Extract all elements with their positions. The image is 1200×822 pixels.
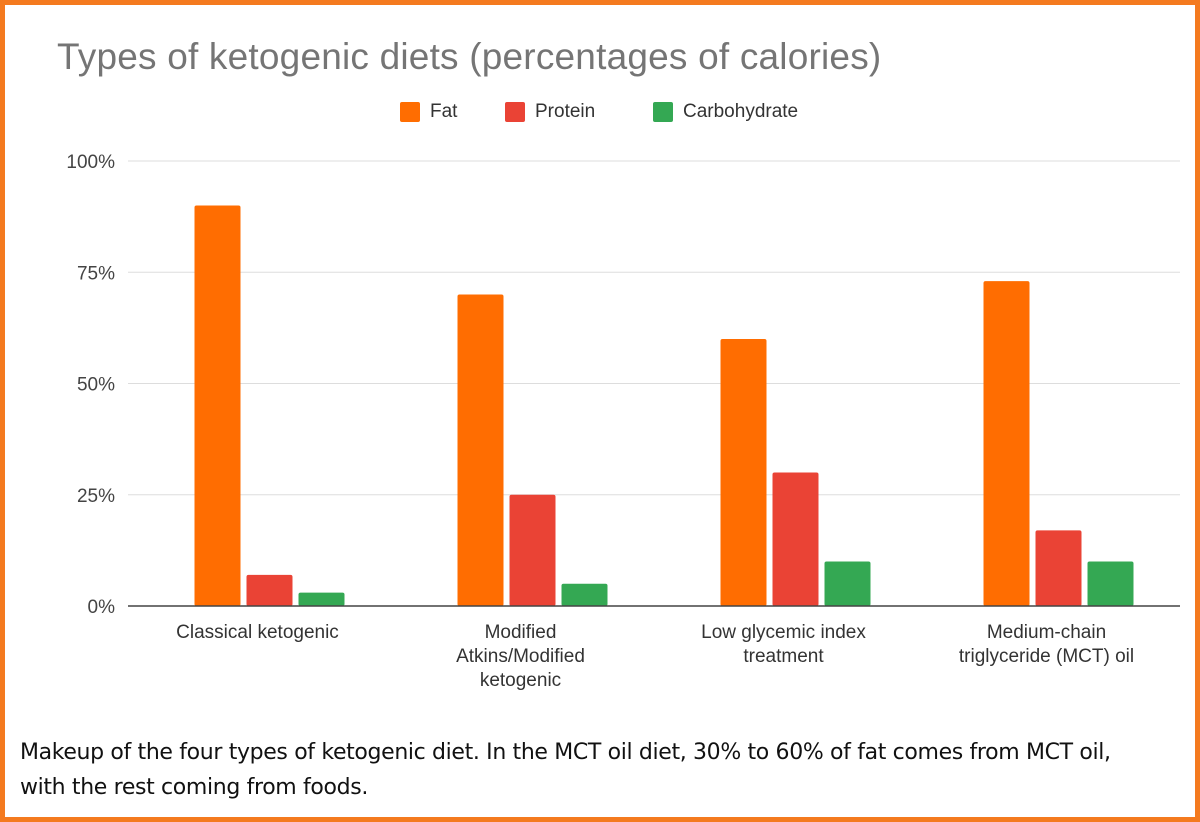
- figure-caption: Makeup of the four types of ketogenic di…: [20, 735, 1195, 805]
- bar-fat: [720, 339, 767, 606]
- bar-fat: [983, 281, 1030, 606]
- x-category-label-line: Low glycemic index: [701, 622, 866, 643]
- y-tick-label: 25%: [77, 486, 115, 507]
- bars: [194, 205, 1134, 606]
- x-category-label: Modified Atkins/Modified ketogenic: [456, 622, 585, 691]
- x-category-label-line: treatment: [743, 646, 824, 667]
- caption-line-1: Makeup of the four types of ketogenic di…: [20, 740, 1111, 765]
- legend-item-fat: Fat: [400, 101, 457, 123]
- legend-label-protein: Protein: [535, 101, 596, 122]
- y-tick-label: 75%: [77, 263, 115, 284]
- bar-protein: [246, 574, 293, 606]
- legend-item-carbohydrate: Carbohydrate: [653, 101, 798, 123]
- bar-carbohydrate: [298, 592, 345, 606]
- y-tick-label: 100%: [66, 152, 115, 173]
- legend-swatch-carbohydrate: [653, 102, 673, 122]
- y-tick-label: 50%: [77, 375, 115, 396]
- x-axis-category-labels: Classical ketogenic Modified Atkins/Modifi…: [176, 622, 1134, 691]
- legend-item-protein: Protein: [505, 101, 595, 123]
- chart-title: Types of ketogenic diets (percentages of…: [57, 36, 882, 77]
- y-axis-tick-labels: 0% 25% 50% 75% 100%: [66, 152, 115, 618]
- bar-fat: [194, 205, 241, 606]
- x-category-label: Classical ketogenic: [176, 622, 339, 643]
- bar-carbohydrate: [824, 561, 871, 606]
- bar-protein: [772, 472, 819, 606]
- x-category-label: Medium-chain triglyceride (MCT) oil: [959, 622, 1134, 667]
- caption-line-2: with the rest coming from foods.: [20, 775, 369, 800]
- chart-legend: Fat Protein Carbohydrate: [0, 101, 1200, 127]
- bar-fat: [457, 294, 504, 606]
- x-category-label-line: Medium-chain: [987, 622, 1106, 643]
- x-category-label-line: Modified: [485, 622, 557, 643]
- legend-swatch-fat: [400, 102, 420, 122]
- x-category-label-line: Classical ketogenic: [176, 622, 339, 643]
- x-category-label-line: triglyceride (MCT) oil: [959, 646, 1134, 667]
- legend-label-carbohydrate: Carbohydrate: [683, 101, 799, 122]
- bar-carbohydrate: [561, 583, 608, 606]
- bar-protein: [1035, 530, 1082, 606]
- x-category-label: Low glycemic index treatment: [701, 622, 866, 667]
- bar-protein: [509, 494, 556, 606]
- legend-label-fat: Fat: [430, 101, 458, 122]
- x-category-label-line: ketogenic: [480, 670, 561, 691]
- x-category-label-line: Atkins/Modified: [456, 646, 585, 667]
- y-tick-label: 0%: [88, 597, 116, 618]
- legend-swatch-protein: [505, 102, 525, 122]
- bar-carbohydrate: [1087, 561, 1134, 606]
